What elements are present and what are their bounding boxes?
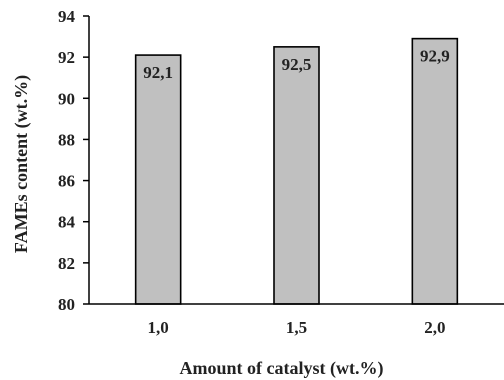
- bar-data-label: 92,1: [143, 63, 173, 82]
- bar-data-label: 92,9: [420, 47, 450, 66]
- y-tick-label: 88: [58, 130, 75, 149]
- y-axis-title: FAMEs content (wt.%): [11, 75, 32, 253]
- bars: [134, 37, 459, 305]
- y-tick-label: 80: [58, 295, 75, 314]
- y-tick-label: 92: [58, 48, 75, 67]
- y-tick-label: 90: [58, 89, 75, 108]
- bar: [273, 46, 320, 305]
- y-axis-ticks: 80 82 84 86 88 90 92 94: [58, 7, 89, 314]
- y-tick-label: 86: [58, 172, 75, 191]
- x-tick-label: 2,0: [424, 318, 445, 337]
- y-tick-label: 94: [58, 7, 76, 26]
- x-axis-title: Amount of catalyst (wt.%): [180, 358, 384, 379]
- bar: [411, 37, 459, 305]
- data-labels: 92,1 92,5 92,9: [143, 47, 449, 82]
- bar-data-label: 92,5: [282, 55, 312, 74]
- x-tick-label: 1,0: [148, 318, 169, 337]
- y-tick-label: 82: [58, 254, 75, 273]
- x-tick-label: 1,5: [286, 318, 307, 337]
- bar: [134, 54, 182, 305]
- y-tick-label: 84: [58, 213, 76, 232]
- x-axis-ticks: 1,0 1,5 2,0: [148, 318, 446, 337]
